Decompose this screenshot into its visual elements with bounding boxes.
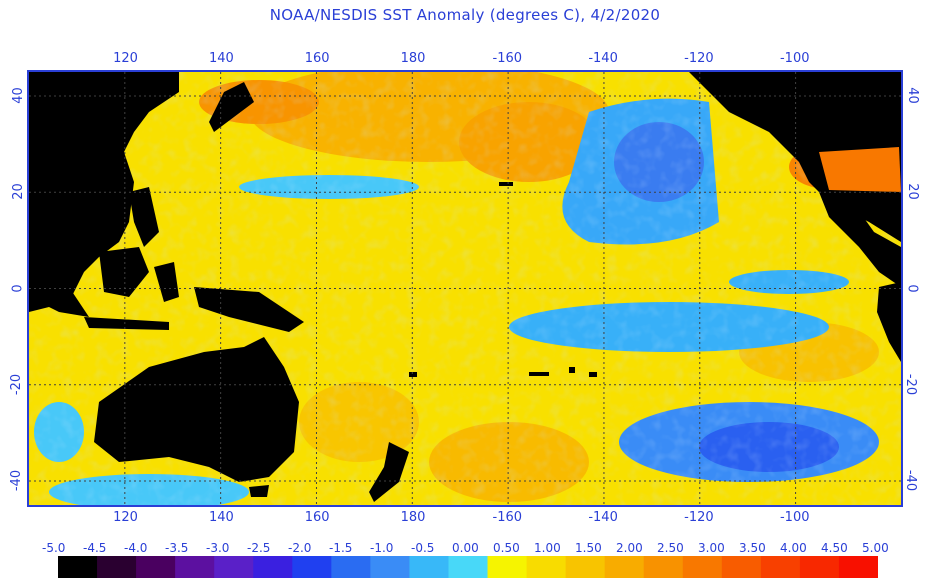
latitude-tick-label: 40 xyxy=(904,87,920,104)
colorbar-tick-label: -2.5 xyxy=(247,541,271,555)
colorbar-swatch xyxy=(487,556,528,578)
colorbar-tick-label: -0.5 xyxy=(411,541,435,555)
colorbar-tick-label: 3.00 xyxy=(698,541,725,555)
longitude-tick-label: 120 xyxy=(113,510,138,525)
latitude-tick-label: 20 xyxy=(904,183,920,201)
latitude-tick-label: -40 xyxy=(9,469,25,492)
tasmania-landmass xyxy=(249,485,269,497)
colorbar-tick-label: -1.5 xyxy=(329,541,353,555)
colorbar-swatch xyxy=(799,556,840,578)
longitude-tick-label: 180 xyxy=(400,51,426,66)
longitude-tick-label: -100 xyxy=(779,510,810,525)
colorbar-tick-label: -5.0 xyxy=(42,541,66,555)
sst-map-frame xyxy=(27,70,903,507)
colorbar-tick-label: -2.0 xyxy=(288,541,312,555)
colorbar-swatch xyxy=(760,556,801,578)
latitude-tick-label: -40 xyxy=(903,469,919,492)
colorbar-tick-label: 3.50 xyxy=(739,541,766,555)
colorbar-swatch xyxy=(175,556,215,578)
latitude-tick-label: -20 xyxy=(9,373,25,395)
colorbar-swatch xyxy=(721,556,762,578)
latitude-tick-label: 0 xyxy=(10,283,26,293)
longitude-tick-label: 160 xyxy=(304,51,330,66)
longitude-tick-label: 140 xyxy=(208,510,234,525)
south-america-landmass xyxy=(877,282,901,362)
colorbar-swatch xyxy=(331,556,371,578)
colorbar-swatch xyxy=(682,556,723,578)
sst-anomaly-map xyxy=(29,72,901,505)
colorbar-tick-label: -3.5 xyxy=(165,541,189,555)
colorbar-swatch xyxy=(448,556,489,578)
borneo-landmass xyxy=(99,247,149,297)
colorbar-tick-label: 0.00 xyxy=(452,541,479,555)
new-guinea-landmass xyxy=(194,287,304,332)
longitude-tick-label: -160 xyxy=(492,510,523,525)
australia-landmass xyxy=(94,337,299,482)
map-title: NOAA/NESDIS SST Anomaly (degrees C), 4/2… xyxy=(269,6,661,24)
colorbar-swatch xyxy=(604,556,645,578)
sumatra-landmass xyxy=(29,272,89,317)
colorbar-tick-label: -3.0 xyxy=(206,541,230,555)
colorbar-tick-label: -1.0 xyxy=(370,541,394,555)
longitude-tick-label: -120 xyxy=(684,510,714,525)
colorbar xyxy=(58,556,878,578)
colorbar-swatch xyxy=(97,556,137,578)
land-masses xyxy=(29,72,901,502)
colorbar-swatch xyxy=(214,556,254,578)
colorbar-tick-label: 1.50 xyxy=(575,541,602,555)
colorbar-swatch xyxy=(370,556,410,578)
colorbar-tick-label: 2.50 xyxy=(657,541,684,555)
latitude-tick-label: 0 xyxy=(904,283,920,293)
longitude-tick-label: 120 xyxy=(113,51,138,66)
colorbar-tick-label: 1.00 xyxy=(534,541,561,555)
longitude-tick-label: -160 xyxy=(492,51,523,66)
longitude-tick-label: 160 xyxy=(304,510,330,525)
central-america-landmass xyxy=(819,192,901,287)
colorbar-tick-label: 4.50 xyxy=(821,541,848,555)
colorbar-swatch xyxy=(526,556,567,578)
colorbar-tick-label: 5.00 xyxy=(862,541,889,555)
colorbar-swatch xyxy=(58,556,98,578)
colorbar-tick-label: 4.00 xyxy=(780,541,807,555)
colorbar-swatch xyxy=(253,556,293,578)
longitude-tick-label: -120 xyxy=(684,51,714,66)
latitude-tick-label: -20 xyxy=(903,373,919,395)
new-zealand-landmass xyxy=(369,442,409,502)
longitude-tick-label: 180 xyxy=(400,510,426,525)
philippines-landmass xyxy=(129,187,159,247)
colorbar-swatch xyxy=(292,556,332,578)
colorbar-swatch xyxy=(136,556,176,578)
japan-landmass xyxy=(209,82,254,132)
longitude-tick-label: -140 xyxy=(588,51,618,66)
colorbar-swatch xyxy=(565,556,606,578)
longitude-tick-label: -140 xyxy=(588,510,618,525)
sulawesi-landmass xyxy=(154,262,179,302)
colorbar-swatch xyxy=(838,556,878,578)
java-landmass xyxy=(84,317,169,330)
colorbar-tick-label: -4.5 xyxy=(83,541,107,555)
graticule xyxy=(29,72,901,505)
colorbar-swatch xyxy=(409,556,449,578)
latitude-tick-label: 40 xyxy=(10,87,26,104)
longitude-tick-label: 140 xyxy=(208,51,234,66)
longitude-tick-label: -100 xyxy=(779,51,810,66)
colorbar-swatch xyxy=(643,556,684,578)
colorbar-tick-label: -4.0 xyxy=(124,541,148,555)
colorbar-tick-label: 0.50 xyxy=(493,541,520,555)
latitude-tick-label: 20 xyxy=(10,183,26,201)
colorbar-tick-label: 2.00 xyxy=(616,541,643,555)
